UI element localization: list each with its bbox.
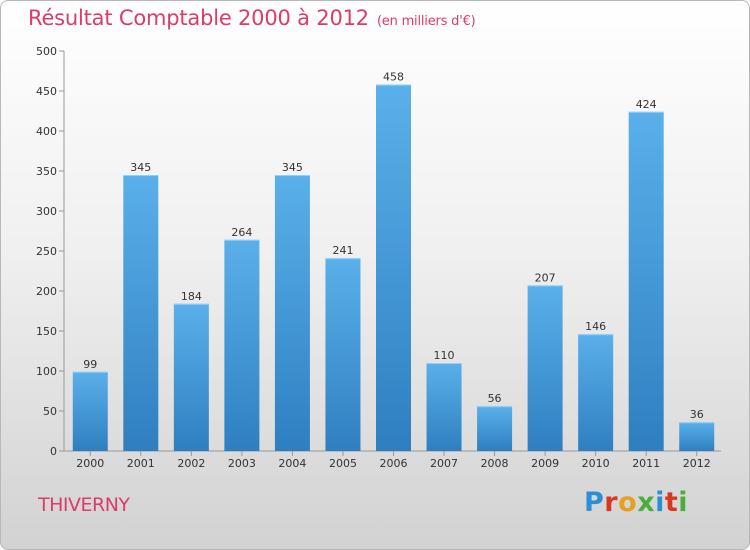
chart-title-text: Résultat Comptable 2000 à 2012 — [28, 6, 369, 30]
logo-letter: P — [584, 487, 605, 518]
y-tick-label: 450 — [36, 85, 57, 98]
x-tick-label: 2010 — [582, 457, 610, 470]
bar-series: 99 345 184 264 345 241 458 110 56 207 146 424 36 — [72, 71, 715, 452]
logo-letter: x — [637, 487, 656, 518]
bar — [426, 363, 462, 451]
bar — [628, 111, 664, 452]
bar — [477, 406, 513, 451]
data-label: 36 — [690, 408, 704, 421]
proxiti-logo[interactable]: Proxiti — [584, 487, 688, 518]
y-tick-label: 200 — [36, 285, 57, 298]
logo-letter: t — [664, 487, 679, 518]
x-tick-label: 2001 — [127, 457, 155, 470]
x-tick-label: 2007 — [430, 457, 458, 470]
bar — [679, 422, 715, 451]
x-tick-label: 2002 — [177, 457, 205, 470]
y-tick-label: 50 — [43, 405, 57, 418]
data-label: 424 — [636, 98, 657, 111]
x-tick-label: 2000 — [76, 457, 104, 470]
bar — [274, 175, 310, 451]
location-label: THIVERNY — [38, 494, 130, 516]
data-label: 146 — [585, 320, 606, 333]
logo-letter: i — [655, 487, 665, 518]
x-tick-label: 2006 — [380, 457, 408, 470]
data-label: 345 — [282, 161, 303, 174]
data-label: 207 — [535, 271, 556, 284]
y-tick-label: 100 — [36, 365, 57, 378]
data-label: 184 — [181, 290, 202, 303]
bar — [123, 175, 159, 451]
y-tick-label: 250 — [36, 245, 57, 258]
y-tick-label: 500 — [36, 45, 57, 58]
y-axis: 0 50 100 150 200 250 300 350 400 450 500 — [36, 45, 65, 458]
data-label: 56 — [488, 392, 502, 405]
bar — [376, 84, 411, 451]
bar — [173, 303, 209, 451]
chart-title: Résultat Comptable 2000 à 2012 (en millie… — [28, 6, 476, 30]
data-label: 99 — [83, 358, 97, 371]
y-tick-label: 350 — [36, 165, 57, 178]
logo-letter: r — [604, 487, 619, 518]
y-tick-label: 400 — [36, 125, 57, 138]
y-tick-label: 150 — [36, 325, 57, 338]
data-label: 241 — [332, 244, 353, 257]
bar — [72, 371, 108, 451]
data-label: 345 — [130, 161, 151, 174]
x-tick-label: 2009 — [531, 457, 559, 470]
logo-letter: o — [618, 487, 638, 518]
data-label: 110 — [434, 349, 455, 362]
chart-unit: (en milliers d'€) — [376, 14, 476, 29]
x-tick-label: 2004 — [278, 457, 306, 470]
x-axis: 2000 2001 2002 2003 2004 2005 2006 2007 2008 2009… — [64, 450, 721, 470]
x-tick-label: 2012 — [683, 457, 711, 470]
data-label: 264 — [231, 226, 252, 239]
bar — [325, 258, 361, 451]
bar — [527, 285, 563, 451]
bar — [224, 239, 260, 451]
x-tick-label: 2008 — [481, 457, 509, 470]
y-tick-label: 0 — [50, 445, 57, 458]
x-tick-label: 2005 — [329, 457, 357, 470]
x-tick-label: 2003 — [228, 457, 256, 470]
y-tick-label: 300 — [36, 205, 57, 218]
logo-letter: i — [678, 487, 689, 518]
data-label: 458 — [383, 71, 404, 84]
x-tick-label: 2011 — [632, 457, 660, 470]
bar — [578, 334, 614, 451]
